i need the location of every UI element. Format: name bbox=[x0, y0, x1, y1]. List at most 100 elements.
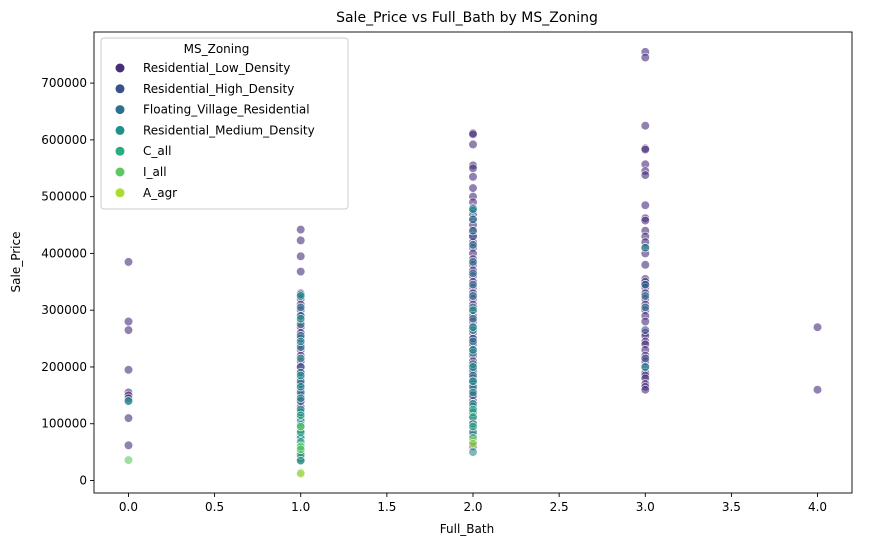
data-point bbox=[296, 267, 306, 277]
data-point bbox=[296, 336, 306, 347]
data-point bbox=[640, 291, 650, 301]
chart-title: Sale_Price vs Full_Bath by MS_Zoning bbox=[336, 10, 598, 26]
data-point bbox=[468, 226, 478, 236]
x-tick-label: 2.0 bbox=[463, 500, 482, 514]
data-point bbox=[296, 410, 306, 420]
data-point bbox=[640, 362, 650, 372]
series-3 bbox=[123, 204, 650, 457]
series-4 bbox=[296, 404, 478, 466]
data-point bbox=[640, 200, 650, 210]
data-point bbox=[468, 447, 478, 457]
data-point bbox=[468, 422, 478, 432]
data-point bbox=[468, 387, 478, 398]
legend-label: A_agr bbox=[143, 186, 177, 200]
data-point bbox=[640, 52, 650, 63]
data-point bbox=[123, 316, 134, 327]
legend-label: C_all bbox=[143, 144, 171, 158]
y-tick-label: 500000 bbox=[41, 190, 87, 204]
x-tick-label: 3.0 bbox=[636, 500, 655, 514]
data-point bbox=[468, 336, 478, 347]
data-point bbox=[123, 455, 134, 465]
data-point bbox=[296, 225, 306, 235]
data-point bbox=[640, 121, 650, 131]
series-6 bbox=[296, 439, 478, 479]
series-2 bbox=[123, 206, 650, 406]
x-tick-label: 0.5 bbox=[205, 500, 224, 514]
data-point bbox=[468, 305, 478, 315]
data-point bbox=[296, 382, 306, 392]
data-point bbox=[468, 257, 478, 267]
series-5 bbox=[123, 422, 478, 478]
data-point bbox=[468, 362, 478, 372]
y-tick-label: 600000 bbox=[41, 133, 87, 147]
data-point bbox=[468, 439, 478, 449]
legend-marker bbox=[115, 63, 125, 73]
data-point bbox=[640, 260, 650, 270]
x-tick-label: 0.0 bbox=[119, 500, 138, 514]
data-point bbox=[640, 144, 650, 155]
x-tick-label: 1.0 bbox=[291, 500, 310, 514]
data-point bbox=[468, 163, 478, 173]
data-point bbox=[468, 376, 478, 386]
data-point bbox=[296, 235, 306, 245]
x-tick-label: 3.5 bbox=[722, 500, 741, 514]
legend-label: Residential_Low_Density bbox=[143, 61, 290, 75]
data-point bbox=[640, 353, 650, 364]
data-point bbox=[296, 444, 306, 454]
legend-marker bbox=[115, 125, 125, 135]
data-point bbox=[296, 251, 306, 261]
data-point bbox=[468, 322, 478, 332]
data-point bbox=[296, 456, 306, 466]
data-point bbox=[468, 240, 478, 250]
data-point bbox=[468, 268, 478, 278]
y-tick-label: 700000 bbox=[41, 76, 87, 90]
data-point bbox=[640, 243, 650, 253]
data-point bbox=[468, 139, 478, 149]
data-point bbox=[123, 396, 134, 406]
x-axis-label: Full_Bath bbox=[440, 522, 494, 536]
legend-marker bbox=[115, 84, 125, 94]
data-point bbox=[468, 314, 478, 324]
y-tick-label: 200000 bbox=[41, 360, 87, 374]
legend-marker bbox=[115, 146, 125, 156]
data-point bbox=[468, 183, 478, 193]
data-point bbox=[468, 172, 478, 182]
x-tick-label: 2.5 bbox=[550, 500, 569, 514]
y-tick-label: 0 bbox=[79, 474, 87, 488]
data-point bbox=[468, 345, 478, 355]
x-tick-label: 1.5 bbox=[377, 500, 396, 514]
data-point bbox=[123, 440, 134, 450]
y-axis-label: Sale_Price bbox=[9, 232, 23, 293]
legend-marker bbox=[115, 188, 125, 198]
data-point bbox=[468, 204, 478, 214]
data-point bbox=[468, 129, 478, 139]
data-point bbox=[640, 302, 650, 313]
data-point bbox=[640, 385, 650, 395]
data-point bbox=[640, 215, 650, 226]
y-tick-label: 300000 bbox=[41, 303, 87, 317]
data-point bbox=[812, 385, 823, 395]
data-point bbox=[123, 257, 134, 267]
data-point bbox=[640, 316, 650, 327]
legend: MS_Zoning Residential_Low_Density Resident… bbox=[100, 37, 349, 210]
data-point bbox=[640, 325, 650, 335]
data-point bbox=[468, 412, 478, 422]
x-tick-label: 4.0 bbox=[808, 500, 827, 514]
data-point bbox=[468, 214, 478, 224]
data-point bbox=[296, 422, 306, 432]
data-point bbox=[296, 314, 306, 324]
legend-marker bbox=[115, 167, 125, 177]
data-point bbox=[123, 413, 134, 423]
data-point bbox=[468, 280, 478, 290]
legend-title: MS_Zoning bbox=[184, 42, 250, 56]
data-point bbox=[296, 370, 306, 381]
points-layer bbox=[123, 47, 823, 479]
data-point bbox=[123, 325, 134, 335]
legend-box bbox=[100, 37, 349, 210]
y-tick-label: 100000 bbox=[41, 417, 87, 431]
legend-label: Residential_High_Density bbox=[143, 82, 294, 96]
data-point bbox=[468, 291, 478, 301]
data-point bbox=[123, 365, 134, 375]
axes-layer: 0.0 0.5 1.0 1.5 2.0 2.5 3.0 3.5 4.0 0 100000 200000… bbox=[41, 31, 853, 514]
